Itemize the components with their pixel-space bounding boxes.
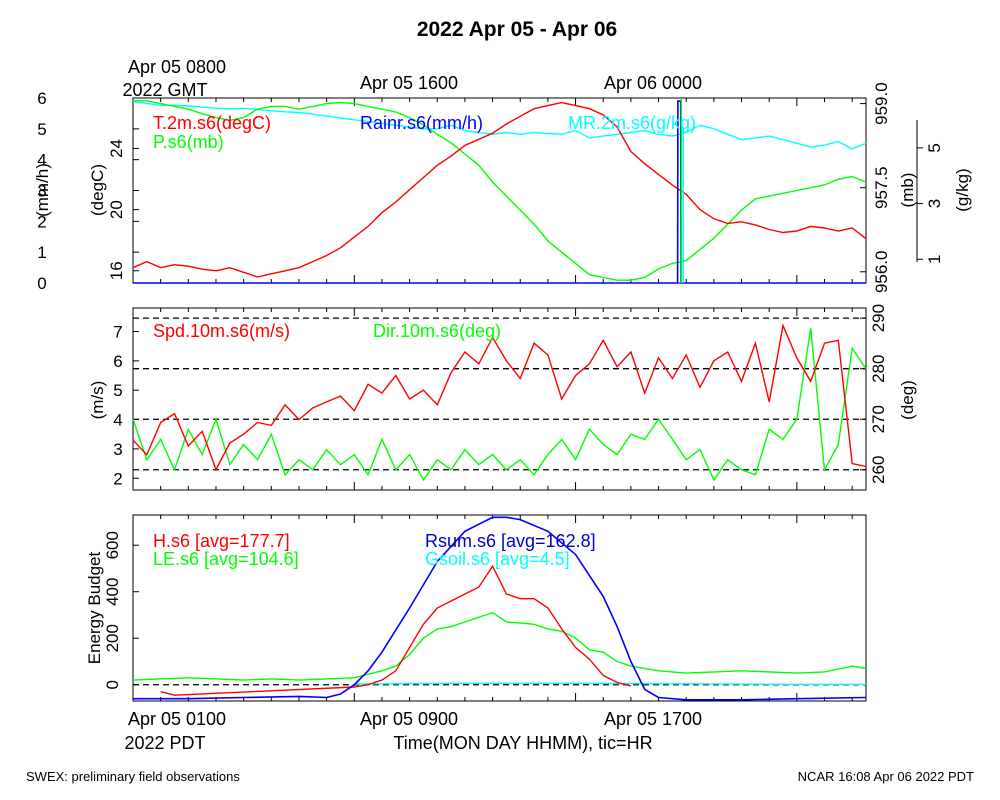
legend-wind-speed: Spd.10m.s6(m/s) [153,321,290,341]
mixing-ratio-axis-ticks: 1 3 5 [917,143,944,264]
pressure-axis-label: (mb) [898,173,917,208]
series-mixing-ratio-line [132,100,867,150]
y-tick-label: 200 [103,624,122,652]
y-tick-label: 600 [103,531,122,559]
energy-axis-label: Energy Budget [85,551,104,664]
footer-right-note: NCAR 16:08 Apr 06 2022 PDT [798,769,974,784]
top-year-label: 2022 GMT [122,80,207,100]
y-tick-label: 3 [113,440,122,459]
series-wind-speed-line [132,323,867,472]
legend-sensible-heat: H.s6 [avg=177.7] [153,531,290,551]
energy-axis-ticks: 0 200 400 600 [103,531,139,689]
y-tick-label: 2 [113,469,122,488]
direction-reference-lines [133,317,866,471]
series-sensible-heat-line [160,564,632,696]
series-rain-rate-line [133,100,866,284]
legend-soil-heat: Gsoil.s6 [avg=4.5] [425,549,570,569]
y-tick-label: 260 [869,456,888,484]
top-time-label-2: Apr 05 1600 [360,73,458,93]
top-time-label-3: Apr 06 0000 [604,73,702,93]
y-tick-label: 24 [107,139,126,158]
y-tick-label: 6 [37,89,46,108]
bottom-time-label-2: Apr 05 0900 [360,709,458,729]
top-time-label-1: Apr 05 0800 [128,57,226,77]
legend-temperature: T.2m.s6(degC) [153,113,271,133]
legend-pressure: P.s6(mb) [153,132,224,152]
pressure-axis-ticks: 956.0 957.5 959.0 [860,82,891,293]
y-tick-label: 956.0 [872,251,891,294]
y-tick-label: 6 [113,352,122,371]
y-tick-label: 1 [37,243,46,262]
y-tick-label: 400 [103,578,122,606]
rain-axis-ticks: 0 1 2 3 4 5 6 [37,89,139,293]
speed-axis-label: (m/s) [88,381,107,420]
y-tick-label: 270 [869,405,888,433]
legend-rain-rate: Rainr.s6(mm/h) [360,113,483,133]
y-tick-label: 4 [113,411,122,430]
speed-axis-ticks: 2 3 4 5 6 7 [113,322,139,488]
rain-axis-label: (mm/h) [33,163,52,217]
y-tick-label: 959.0 [872,82,891,125]
bottom-year-label: 2022 PDT [124,733,205,753]
y-tick-label: 290 [869,304,888,332]
bottom-panel-frame [132,514,867,702]
y-tick-label: 957.5 [872,166,891,209]
y-tick-label: 2 [37,212,46,231]
series-latent-heat-line [132,611,867,681]
temp-axis-label: (degC) [88,164,107,216]
chart-title: 2022 Apr 05 - Apr 06 [417,18,617,41]
series-temperature-line [132,101,867,278]
y-tick-label: 1 [925,254,944,263]
series-wind-direction-line [132,328,867,482]
y-tick-label: 3 [925,199,944,208]
series-soil-heat-line [354,682,866,685]
y-tick-label: 280 [869,354,888,382]
y-tick-label: 7 [113,322,122,341]
y-tick-label: 5 [37,120,46,139]
bottom-time-label-1: Apr 05 0100 [128,709,226,729]
temp-axis-ticks: 16 20 24 [107,139,139,280]
direction-axis-label: (deg) [898,380,917,420]
y-tick-label: 20 [107,200,126,219]
legend-net-radiation: Rsum.s6 [avg=162.8] [425,531,596,551]
y-tick-label: 5 [113,381,122,400]
direction-axis-ticks: 260 270 280 290 [860,304,888,484]
x-axis-title: Time(MON DAY HHMM), tic=HR [393,733,652,753]
legend-latent-heat: LE.s6 [avg=104.6] [153,549,299,569]
y-tick-label: 3 [37,182,46,201]
series-net-radiation-line [133,516,867,701]
time-tick-marks [132,98,853,701]
footer-left-note: SWEX: preliminary field observations [26,769,240,784]
y-tick-label: 0 [37,274,46,293]
y-tick-label: 4 [37,151,46,170]
bottom-time-label-3: Apr 05 1700 [604,709,702,729]
legend-wind-direction: Dir.10m.s6(deg) [373,321,501,341]
series-pressure-line [133,100,867,281]
legend-mixing-ratio: MR.2m.s6(g/kg) [568,113,696,133]
middle-panel-frame [132,307,867,491]
mixing-ratio-axis-label: (g/kg) [953,168,972,211]
y-tick-label: 16 [107,261,126,280]
y-tick-label: 0 [103,680,122,689]
y-tick-label: 5 [925,143,944,152]
